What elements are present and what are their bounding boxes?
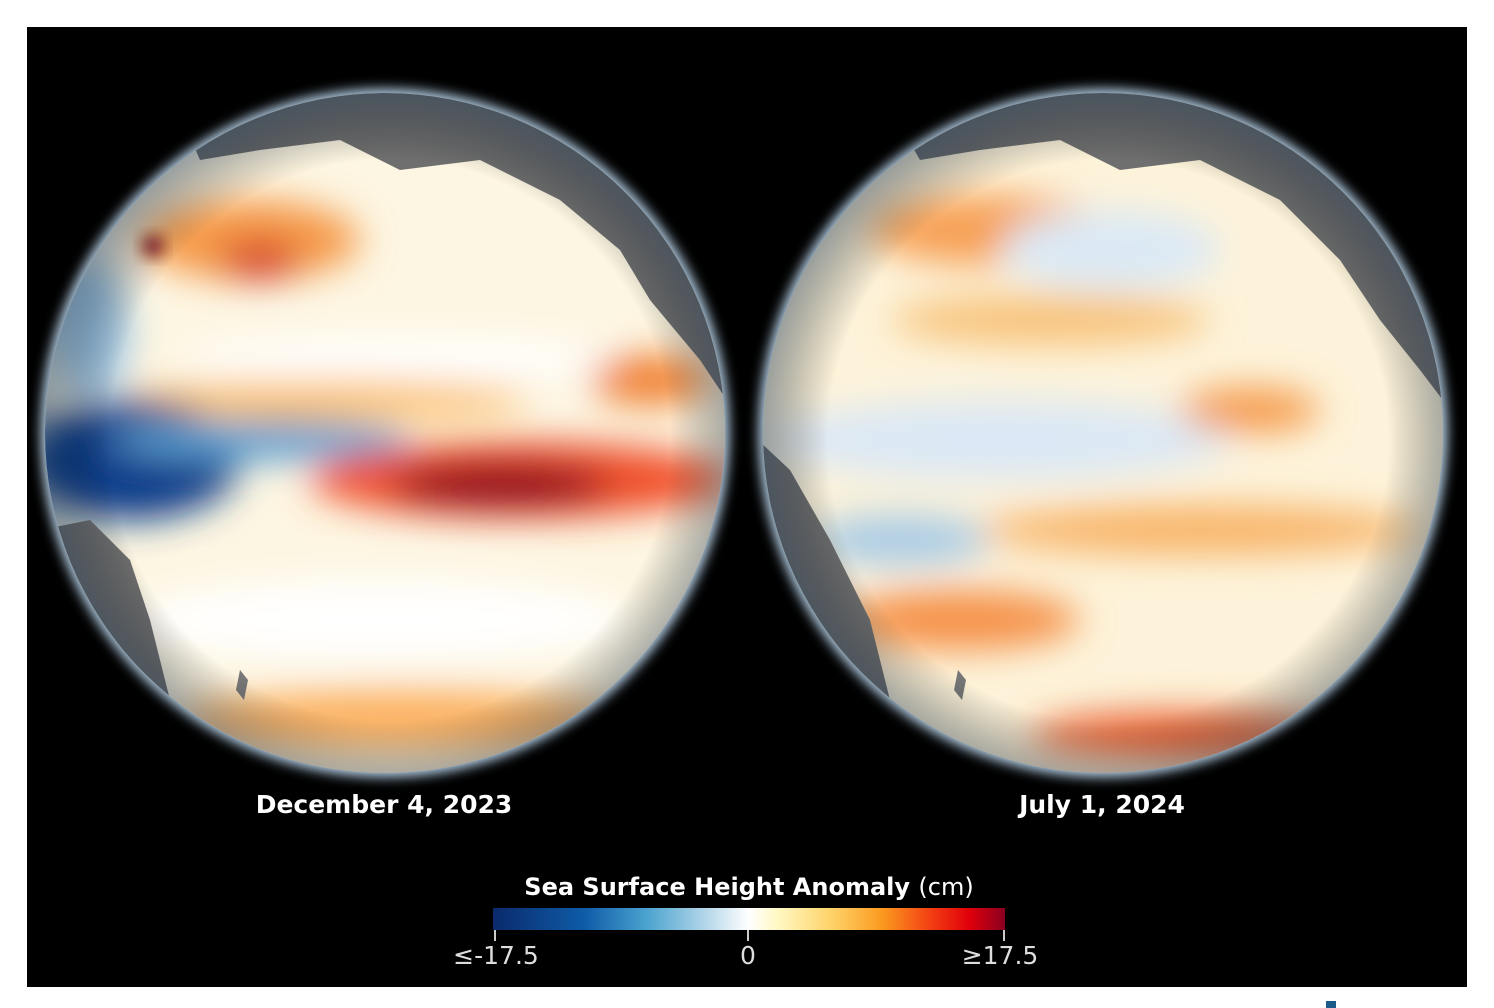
date-label-right: July 1, 2024 xyxy=(1019,790,1185,819)
corner-mark xyxy=(1326,1001,1336,1008)
globe-december-2023 xyxy=(41,89,729,777)
tick-label-min: ≤-17.5 xyxy=(453,941,539,970)
tick-label-max: ≥17.5 xyxy=(961,941,1039,970)
legend-title-text: Sea Surface Height Anomaly xyxy=(524,873,911,901)
tick-min xyxy=(494,930,496,941)
legend-title: Sea Surface Height Anomaly (cm) xyxy=(449,873,1049,901)
globe-july-2024 xyxy=(759,89,1447,777)
tick-label-mid: 0 xyxy=(740,941,756,970)
date-label-left: December 4, 2023 xyxy=(255,790,513,819)
colorbar xyxy=(493,908,1005,930)
tick-max xyxy=(1003,930,1005,941)
tick-mid xyxy=(747,930,749,941)
legend-unit: (cm) xyxy=(918,873,974,901)
